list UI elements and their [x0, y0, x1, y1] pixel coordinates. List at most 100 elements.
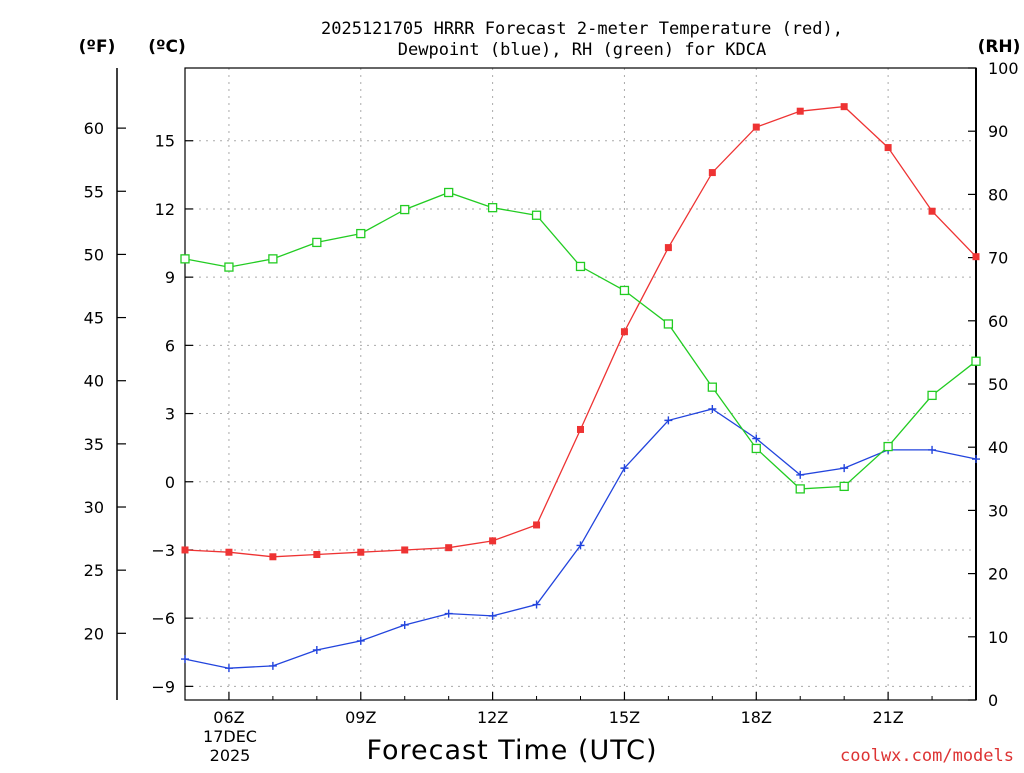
rh-tick-label: 10	[988, 628, 1008, 647]
celsius-tick-label: 9	[165, 268, 175, 287]
temperature-point	[489, 537, 497, 545]
rh-point	[619, 285, 630, 296]
time-tick-label: 06Z	[213, 708, 244, 727]
dewpoint-point	[488, 611, 497, 620]
time-tick-label: 21Z	[872, 708, 903, 727]
fahrenheit-tick-label: 35	[84, 435, 104, 454]
temperature-point	[928, 207, 936, 215]
celsius-tick-label: 6	[165, 336, 175, 355]
celsius-tick-label: 15	[155, 132, 175, 151]
rh-point	[883, 441, 893, 452]
time-tick-label: 18Z	[741, 708, 772, 727]
celsius-tick-label: 12	[155, 200, 175, 219]
temperature-point	[884, 144, 892, 152]
dewpoint-point	[532, 600, 541, 609]
rh-point	[487, 203, 498, 213]
fahrenheit-tick-label: 50	[84, 245, 104, 264]
temperature-point	[708, 169, 716, 177]
rh-point	[531, 210, 542, 220]
time-tick-label: 15Z	[609, 708, 640, 727]
celsius-tick-label: 3	[165, 405, 175, 424]
temperature-point	[357, 548, 365, 556]
temperature-point	[269, 553, 277, 561]
rh-tick-label: 70	[988, 249, 1008, 268]
credit-label: coolwx.com/models	[840, 746, 1014, 766]
rh-point	[751, 443, 761, 454]
temperature-point	[840, 103, 848, 111]
dewpoint-point	[928, 445, 937, 454]
dewpoint-point	[708, 405, 717, 414]
rh-tick-label: 100	[988, 59, 1019, 78]
rh-point	[575, 261, 586, 272]
rh-point	[444, 187, 454, 198]
fahrenheit-axis: 20 25 30 35 40 45 50 55 60	[84, 119, 126, 643]
temperature-point	[577, 425, 584, 433]
temperature-point	[225, 548, 233, 556]
rh-point	[312, 237, 322, 248]
fahrenheit-tick-label: 40	[84, 372, 104, 391]
dewpoint-point	[444, 609, 453, 618]
dewpoint-point	[664, 416, 673, 425]
rh-tick-label: 0	[988, 691, 998, 710]
rh-tick-label: 80	[988, 185, 1008, 204]
date-label-day: 17DEC	[203, 727, 257, 746]
series-layer	[180, 103, 981, 673]
rh-axis: 0 10 20 30 40 50 60 70 80 90 100	[968, 59, 1019, 710]
rh-series	[180, 187, 981, 494]
celsius-unit-label: (ºC)	[148, 37, 186, 57]
dewpoint-point	[840, 464, 849, 473]
fahrenheit-tick-label: 20	[84, 624, 104, 643]
dewpoint-point	[312, 645, 321, 654]
celsius-tick-label: −6	[151, 609, 175, 628]
rh-point	[663, 319, 674, 329]
fahrenheit-unit-label: (ºF)	[79, 37, 116, 57]
dewpoint-point	[972, 455, 980, 464]
celsius-tick-label: 0	[165, 473, 175, 492]
rh-tick-label: 30	[988, 501, 1008, 520]
rh-point	[971, 356, 981, 366]
rh-point	[356, 228, 366, 239]
temperature-point	[752, 123, 760, 131]
rh-tick-label: 60	[988, 312, 1008, 331]
temperature-point	[664, 244, 672, 252]
fahrenheit-tick-label: 55	[84, 182, 104, 201]
rh-point	[224, 262, 234, 272]
temperature-point	[313, 551, 321, 559]
dewpoint-point	[400, 620, 409, 629]
plot-frame	[184, 67, 977, 701]
gridlines	[185, 68, 976, 700]
temperature-point	[972, 253, 980, 261]
time-tick-label: 12Z	[477, 708, 508, 727]
temperature-series	[181, 103, 980, 561]
rh-tick-label: 40	[988, 438, 1008, 457]
rh-point	[180, 254, 190, 264]
dewpoint-point	[356, 636, 365, 645]
dewpoint-series	[181, 405, 980, 673]
temperature-point	[620, 328, 628, 336]
rh-point	[927, 390, 937, 401]
rh-point	[707, 382, 717, 392]
dewpoint-point	[268, 661, 277, 670]
chart-title-line-1: 2025121705 HRRR Forecast 2-meter Tempera…	[321, 19, 843, 39]
rh-tick-label: 20	[988, 565, 1008, 584]
time-axis: 06Z 09Z 12Z 15Z 18Z 21Z	[184, 692, 977, 727]
dewpoint-point	[576, 541, 585, 550]
rh-tick-label: 90	[988, 122, 1008, 141]
dewpoint-point	[224, 664, 233, 673]
fahrenheit-tick-label: 25	[84, 561, 104, 580]
temperature-point	[796, 107, 804, 115]
temperature-line	[184, 105, 977, 558]
fahrenheit-tick-label: 60	[84, 119, 104, 138]
fahrenheit-tick-label: 45	[84, 309, 104, 328]
temperature-point	[533, 521, 541, 529]
dewpoint-point	[620, 464, 629, 473]
dewpoint-point	[796, 470, 805, 479]
fahrenheit-tick-label: 30	[84, 498, 104, 517]
rh-point	[795, 484, 805, 494]
celsius-axis: −9 −6 −3 0 3 6 9 12 15	[151, 132, 193, 696]
temperature-point	[401, 546, 409, 554]
x-axis-label: Forecast Time (UTC)	[366, 735, 657, 766]
temperature-point	[445, 544, 453, 552]
